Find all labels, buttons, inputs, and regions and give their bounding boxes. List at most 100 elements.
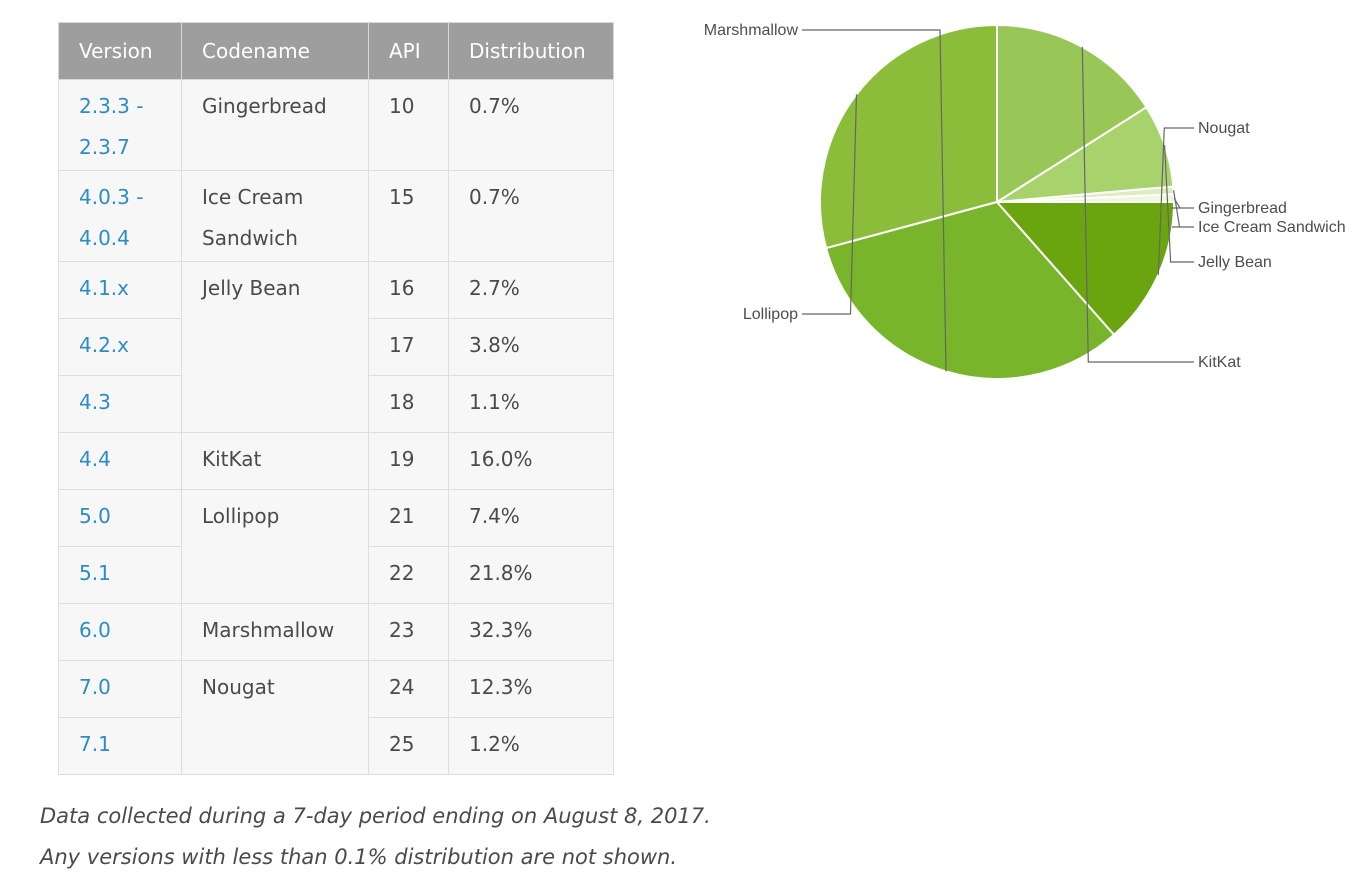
codename-cell: Marshmallow <box>181 603 369 661</box>
codename-cell: Jelly Bean <box>181 261 369 433</box>
version-link[interactable]: 4.1.x <box>79 276 129 300</box>
table-row: 2.3.3 - 2.3.7 Gingerbread 10 0.7% <box>58 79 614 171</box>
version-cell[interactable]: 5.1 <box>58 546 182 604</box>
version-link[interactable]: 4.2.x <box>79 333 129 357</box>
codename-text: Marshmallow <box>202 618 335 642</box>
api-cell: 25 <box>368 717 449 775</box>
table-row: 4.2.x 17 3.8% <box>58 318 614 376</box>
version-link[interactable]: 4.3 <box>79 390 111 414</box>
codename-cell: Nougat <box>181 660 369 775</box>
pie-label-gingerbread: Gingerbread <box>1198 200 1287 217</box>
distribution-text: 32.3% <box>469 618 533 642</box>
version-cell[interactable]: 6.0 <box>58 603 182 661</box>
version-cell[interactable]: 4.2.x <box>58 318 182 376</box>
api-cell: 10 <box>368 79 449 171</box>
api-text: 15 <box>389 185 415 209</box>
version-cell[interactable]: 7.1 <box>58 717 182 775</box>
table-row: 6.0 Marshmallow 23 32.3% <box>58 603 614 661</box>
leader-line-nougat <box>1157 127 1194 275</box>
leader-line-ice-cream-sandwich <box>1172 190 1194 228</box>
table-row: 7.1 25 1.2% <box>58 717 614 775</box>
table-row: 5.1 22 21.8% <box>58 546 614 604</box>
api-cell: 18 <box>368 375 449 433</box>
leader-line-kitkat <box>1081 46 1194 363</box>
distribution-text: 0.7% <box>469 94 520 118</box>
version-cell[interactable]: 5.0 <box>58 489 182 547</box>
distribution-text: 1.1% <box>469 390 520 414</box>
distribution-pie-chart: Gingerbread Ice Cream Sandwich Jelly Bean K… <box>704 22 1346 380</box>
header-version: Version <box>58 22 182 80</box>
version-link[interactable]: 5.0 <box>79 504 111 528</box>
distribution-text: 21.8% <box>469 561 533 585</box>
api-text: 16 <box>389 276 415 300</box>
table-row: 4.4 KitKat 19 16.0% <box>58 432 614 490</box>
api-text: 19 <box>389 447 415 471</box>
codename-cell: KitKat <box>181 432 369 490</box>
table-row: 4.3 18 1.1% <box>58 375 614 433</box>
header-distribution: Distribution <box>448 22 614 80</box>
version-cell[interactable]: 4.3 <box>58 375 182 433</box>
version-link[interactable]: 2.3.7 <box>79 135 130 159</box>
distribution-cell: 3.8% <box>448 318 614 376</box>
pie-label-lollipop: Lollipop <box>743 306 798 323</box>
version-link[interactable]: 6.0 <box>79 618 111 642</box>
table-row: 7.0 Nougat 24 12.3% <box>58 660 614 775</box>
api-cell: 17 <box>368 318 449 376</box>
pie-label-kitkat: KitKat <box>1198 354 1241 371</box>
version-link[interactable]: 4.4 <box>79 447 111 471</box>
codename-text: KitKat <box>202 447 262 471</box>
pie-slices <box>819 23 1176 380</box>
api-cell: 22 <box>368 546 449 604</box>
version-cell[interactable]: 4.0.3 - 4.0.4 <box>58 170 182 262</box>
codename-text: Nougat <box>202 675 275 699</box>
version-link[interactable]: 4.0.4 <box>79 226 130 250</box>
distribution-text: 0.7% <box>469 185 520 209</box>
api-cell: 23 <box>368 603 449 661</box>
api-text: 25 <box>389 732 415 756</box>
api-text: 23 <box>389 618 415 642</box>
version-cell[interactable]: 4.1.x <box>58 261 182 319</box>
version-link[interactable]: 5.1 <box>79 561 111 585</box>
pie-label-ice-cream-sandwich: Ice Cream Sandwich <box>1198 219 1346 236</box>
table-row: 4.1.x Jelly Bean 16 2.7% <box>58 261 614 433</box>
leader-line-jelly-bean <box>1164 145 1194 263</box>
distribution-cell: 1.1% <box>448 375 614 433</box>
distribution-cell: 21.8% <box>448 546 614 604</box>
distribution-text: 7.4% <box>469 504 520 528</box>
codename-text: Lollipop <box>202 504 280 528</box>
codename-cell: Gingerbread <box>181 79 369 171</box>
distribution-text: 1.2% <box>469 732 520 756</box>
footnote-collection-period: Data collected during a 7-day period end… <box>40 804 711 828</box>
distribution-cell: 1.2% <box>448 717 614 775</box>
distribution-cell: 12.3% <box>448 660 614 718</box>
distribution-cell: 7.4% <box>448 489 614 547</box>
codename-text: Jelly Bean <box>202 276 301 300</box>
version-link[interactable]: 7.0 <box>79 675 111 699</box>
api-cell: 24 <box>368 660 449 718</box>
codename-text: Gingerbread <box>202 94 327 118</box>
pie-label-jelly-bean: Jelly Bean <box>1198 254 1272 271</box>
distribution-text: 16.0% <box>469 447 533 471</box>
version-cell[interactable]: 4.4 <box>58 432 182 490</box>
version-cell[interactable]: 7.0 <box>58 660 182 718</box>
distribution-cell: 16.0% <box>448 432 614 490</box>
pie-callouts: Gingerbread Ice Cream Sandwich Jelly Bean K… <box>704 22 1346 372</box>
distribution-text: 3.8% <box>469 333 520 357</box>
distribution-table: Version Codename API Distribution 2.3.3 … <box>58 22 614 775</box>
table-header-row: Version Codename API Distribution <box>58 22 614 80</box>
header-codename: Codename <box>181 22 369 80</box>
version-cell[interactable]: 2.3.3 - 2.3.7 <box>58 79 182 171</box>
version-link[interactable]: 4.0.3 - <box>79 185 144 209</box>
version-link[interactable]: 2.3.3 - <box>79 94 144 118</box>
api-text: 24 <box>389 675 415 699</box>
header-api: API <box>368 22 449 80</box>
codename-cell: Ice Cream Sandwich <box>181 170 369 262</box>
api-cell: 21 <box>368 489 449 547</box>
version-link[interactable]: 7.1 <box>79 732 111 756</box>
distribution-text: 2.7% <box>469 276 520 300</box>
footnote-threshold: Any versions with less than 0.1% distrib… <box>40 845 678 869</box>
pie-slice-lollipop <box>819 23 998 250</box>
api-cell: 16 <box>368 261 449 319</box>
pie-slice-nougat <box>994 201 1176 337</box>
api-cell: 15 <box>368 170 449 262</box>
